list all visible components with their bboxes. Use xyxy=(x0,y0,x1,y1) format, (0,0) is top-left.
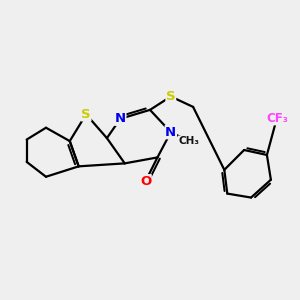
Text: S: S xyxy=(81,108,91,121)
Text: O: O xyxy=(140,175,151,188)
Text: CF₃: CF₃ xyxy=(266,112,288,125)
Text: N: N xyxy=(165,126,176,139)
Text: N: N xyxy=(115,112,126,125)
Text: S: S xyxy=(166,90,175,103)
Text: CH₃: CH₃ xyxy=(178,136,199,146)
